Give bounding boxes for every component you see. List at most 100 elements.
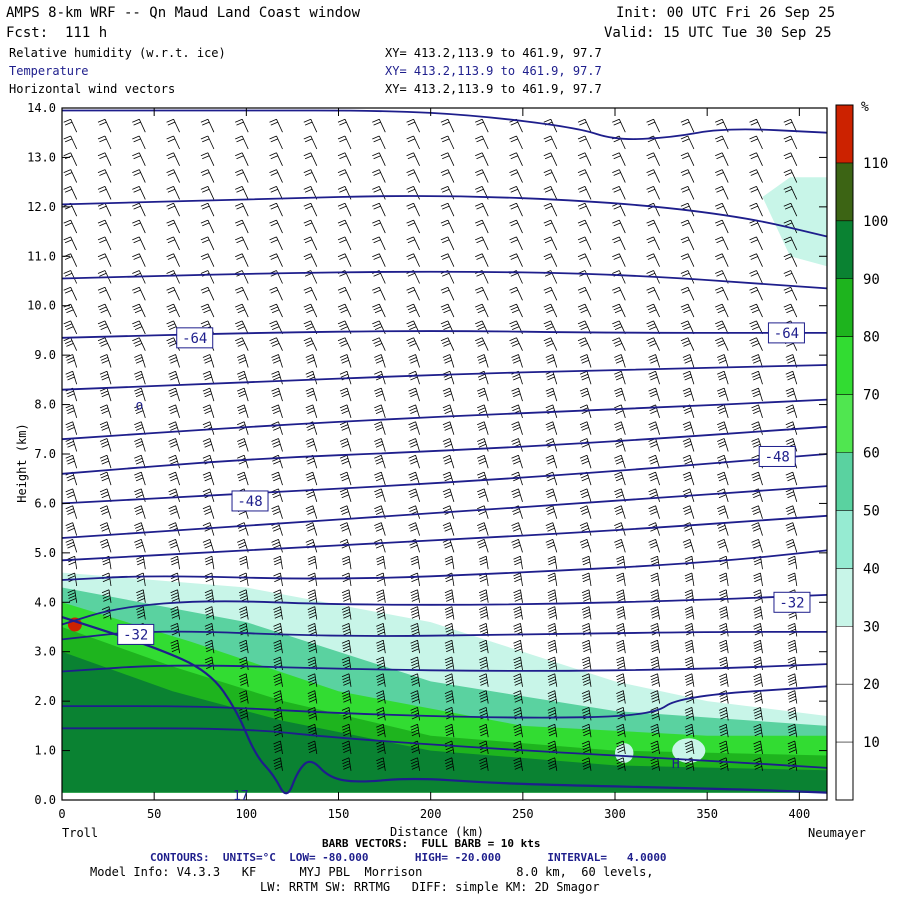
wind-barb-62 xyxy=(136,572,146,587)
wind-barb-781 xyxy=(787,656,798,671)
wind-barb-373 xyxy=(406,303,420,318)
wind-barb-699 xyxy=(719,723,729,738)
wind-barb-82 xyxy=(132,236,146,251)
wind-barb-436 xyxy=(479,555,489,570)
temp-contour-8 xyxy=(61,514,828,562)
wind-barb-5 xyxy=(65,505,78,519)
wind-barb-136 xyxy=(202,421,215,435)
wind-barb-154 xyxy=(200,118,215,133)
wind-barb-334 xyxy=(372,303,386,318)
wind-barb-183 xyxy=(235,236,249,251)
wind-barb-646 xyxy=(646,303,660,318)
wind-barb-547 xyxy=(581,656,592,671)
wind-barb-691 xyxy=(680,202,695,217)
wind-barb-443 xyxy=(477,438,489,452)
wind-barb-340 xyxy=(372,202,386,217)
wind-barb-489 xyxy=(509,320,523,335)
wind-barb-490 xyxy=(509,303,523,318)
wind-barb-349 xyxy=(410,707,420,721)
wind-barb-584 xyxy=(616,690,626,704)
y-tick-label-4: 4.0 xyxy=(34,595,56,609)
wind-barb-759 xyxy=(751,370,763,385)
wind-barb-63 xyxy=(136,555,146,570)
contour-label-1: -64 xyxy=(774,326,799,342)
wind-barb-103 xyxy=(168,421,180,435)
terrain-profile xyxy=(61,616,828,795)
wind-barb-813 xyxy=(783,118,798,133)
wind-barbs xyxy=(63,118,798,771)
y-tick-label-12: 12.0 xyxy=(27,200,56,214)
wind-barb-208 xyxy=(271,471,283,486)
colorbar-label-2: 30 xyxy=(863,619,880,635)
wind-barb-44 xyxy=(99,354,112,368)
wind-barb-539 xyxy=(543,135,558,150)
wind-barb-809 xyxy=(783,186,798,200)
wind-barb-739 xyxy=(753,707,763,721)
wind-barb-45 xyxy=(97,337,112,351)
wind-barb-756 xyxy=(751,421,763,435)
wind-barb-502 xyxy=(547,757,558,771)
wind-barb-685 xyxy=(680,303,695,318)
wind-barb-90 xyxy=(170,639,180,654)
wind-barb-64 xyxy=(134,539,146,553)
x-tick-label-5: 250 xyxy=(512,807,534,821)
wind-barb-323 xyxy=(374,488,386,503)
wind-barb-126 xyxy=(204,589,215,603)
wind-barb-641 xyxy=(648,387,660,402)
wind-barb-112 xyxy=(166,270,180,284)
wind-barb-618 xyxy=(612,118,626,133)
wind-barb-288 xyxy=(339,421,352,435)
wind-barb-324 xyxy=(374,471,386,486)
wind-barb-385 xyxy=(444,757,455,771)
wind-barb-350 xyxy=(410,690,420,704)
wind-barb-222 xyxy=(269,236,283,251)
wind-barb-390 xyxy=(444,673,455,687)
wind-barb-387 xyxy=(444,723,455,738)
wind-barb-330 xyxy=(374,370,386,385)
wind-barb-511 xyxy=(547,606,558,620)
wind-barb-589 xyxy=(616,606,626,620)
wind-barb-377 xyxy=(406,236,420,251)
wind-barb-574 xyxy=(577,202,592,217)
wind-barb-553 xyxy=(581,555,592,570)
wind-barb-576 xyxy=(577,169,592,183)
wind-barb-634 xyxy=(648,505,660,519)
wind-barb-241 xyxy=(307,555,318,570)
wind-barb-560 xyxy=(579,438,592,452)
wind-barb-610 xyxy=(612,253,626,267)
wind-barb-530 xyxy=(543,286,558,301)
temp-contour-6 xyxy=(61,453,828,505)
wind-barb-88 xyxy=(132,135,146,150)
wind-barb-380 xyxy=(406,186,420,200)
wind-barb-254 xyxy=(303,337,318,351)
wind-barb-394 xyxy=(444,606,455,620)
wind-barb-114 xyxy=(166,236,180,251)
colorbar-swatch-10 xyxy=(836,162,853,221)
colorbar-label-9: 100 xyxy=(863,214,888,230)
wind-barb-633 xyxy=(648,522,660,536)
wind-barb-388 xyxy=(444,707,455,721)
wind-barb-744 xyxy=(753,623,763,637)
wind-barb-687 xyxy=(680,270,695,284)
wind-barb-223 xyxy=(269,219,283,234)
wind-barb-596 xyxy=(614,488,626,503)
wind-barb-137 xyxy=(202,404,215,419)
wind-barb-506 xyxy=(547,690,558,704)
wind-barb-607 xyxy=(612,303,626,318)
wind-barb-231 xyxy=(307,723,318,738)
wind-barb-513 xyxy=(547,572,558,587)
wind-barb-778 xyxy=(787,707,798,721)
wind-barb-199 xyxy=(273,623,283,637)
wind-barb-104 xyxy=(168,404,180,419)
wind-barb-555 xyxy=(579,522,592,536)
wind-barb-504 xyxy=(547,723,558,738)
wind-barb-303 xyxy=(337,169,352,183)
wind-barb-43 xyxy=(99,370,112,385)
wind-barb-185 xyxy=(235,202,249,217)
wind-barb-665 xyxy=(684,639,695,654)
wind-barb-755 xyxy=(751,438,763,452)
wind-barb-298 xyxy=(337,253,352,267)
wind-barb-465 xyxy=(513,723,523,738)
wind-barb-573 xyxy=(577,219,592,234)
contour-label-4: -32 xyxy=(123,627,148,643)
